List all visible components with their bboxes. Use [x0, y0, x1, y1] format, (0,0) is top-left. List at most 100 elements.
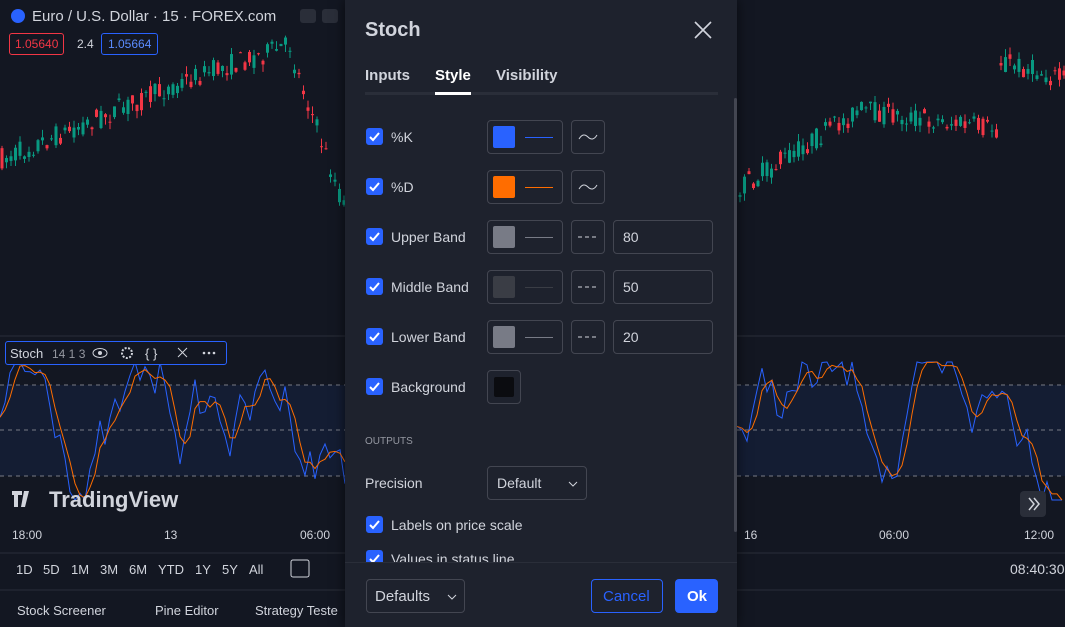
checkbox[interactable] — [366, 228, 383, 245]
candle-body — [806, 149, 809, 153]
candle-body — [302, 91, 305, 94]
candle-body — [28, 152, 31, 157]
candle-body — [847, 124, 850, 128]
scroll-button[interactable] — [1020, 491, 1046, 517]
precision-select[interactable]: Default — [487, 466, 587, 500]
candle-body — [986, 120, 989, 122]
color-button[interactable] — [487, 220, 563, 254]
candle-body — [307, 107, 310, 110]
color-button[interactable] — [487, 170, 563, 204]
candle-body — [878, 111, 881, 122]
candle-body — [1054, 70, 1057, 71]
color-button[interactable] — [487, 370, 521, 404]
indicator-name: Stoch — [10, 346, 43, 361]
candle-body — [901, 120, 904, 124]
candle-body — [95, 110, 98, 117]
checkbox[interactable] — [366, 278, 383, 295]
checkbox[interactable] — [366, 328, 383, 345]
color-button[interactable] — [487, 320, 563, 354]
candle-body — [991, 131, 994, 132]
candle-body — [964, 121, 967, 128]
color-swatch — [493, 326, 515, 348]
candle-body — [253, 55, 256, 68]
line-style-button[interactable] — [571, 270, 605, 304]
tab[interactable]: Inputs — [365, 67, 410, 84]
candle-body — [82, 122, 85, 134]
candle-body — [950, 124, 953, 125]
candle-body — [203, 66, 206, 72]
candle-body — [338, 189, 341, 202]
date-range-icon[interactable] — [291, 560, 309, 577]
line-style-button[interactable] — [571, 320, 605, 354]
checkbox[interactable] — [366, 516, 383, 533]
candle-body — [833, 117, 836, 118]
candle-body — [784, 153, 787, 154]
value-input[interactable]: 80 — [613, 220, 713, 254]
candle-body — [1018, 59, 1021, 72]
check-icon — [368, 330, 381, 343]
check-icon — [368, 180, 381, 193]
time-label: 06:00 — [300, 528, 330, 542]
checkbox[interactable] — [366, 178, 383, 195]
dash-icon — [572, 321, 604, 353]
candle-body — [923, 109, 926, 113]
candle-body — [37, 140, 40, 151]
value-input[interactable]: 20 — [613, 320, 713, 354]
candle-body — [739, 195, 742, 197]
candle-body — [779, 152, 782, 164]
period-button[interactable]: 1M — [71, 562, 89, 577]
logo-text: TradingView — [49, 487, 178, 513]
row-label: %D — [391, 179, 414, 195]
color-button[interactable] — [487, 270, 563, 304]
candle-body — [262, 61, 265, 65]
bottom-tab[interactable]: Stock Screener — [17, 603, 106, 618]
close-button[interactable] — [694, 21, 712, 39]
menu-button[interactable] — [322, 9, 338, 23]
collapse-button[interactable] — [300, 9, 316, 23]
candle-body — [118, 98, 121, 100]
period-button[interactable]: YTD — [158, 562, 184, 577]
value-input[interactable]: 50 — [613, 270, 713, 304]
candle-body — [937, 119, 940, 121]
period-button[interactable]: 1D — [16, 562, 33, 577]
cancel-button[interactable]: Cancel — [591, 579, 663, 613]
line-style-button[interactable] — [571, 120, 605, 154]
bid-price[interactable]: 1.05640 — [9, 33, 64, 55]
candle-body — [64, 128, 67, 131]
line-style-button[interactable] — [571, 220, 605, 254]
period-button[interactable]: 3M — [100, 562, 118, 577]
bottom-tab[interactable]: Pine Editor — [155, 603, 219, 618]
tab[interactable]: Visibility — [496, 67, 557, 84]
value-text: 80 — [623, 229, 639, 245]
period-button[interactable]: 1Y — [195, 562, 211, 577]
color-button[interactable] — [487, 120, 563, 154]
precision-value: Default — [497, 475, 541, 491]
candle-body — [248, 52, 251, 62]
checkbox[interactable] — [366, 128, 383, 145]
candle-body — [176, 86, 179, 93]
active-tab-underline — [435, 92, 471, 95]
line-icon — [572, 121, 604, 153]
candle-body — [793, 151, 796, 157]
ask-price[interactable]: 1.05664 — [101, 33, 158, 55]
period-button[interactable]: 5D — [43, 562, 60, 577]
spread: 2.4 — [77, 37, 94, 51]
ok-button[interactable]: Ok — [675, 579, 718, 613]
checkbox[interactable] — [366, 378, 383, 395]
line-style-button[interactable] — [571, 170, 605, 204]
row-label: %K — [391, 129, 413, 145]
candle-body — [752, 184, 755, 189]
candle-body — [68, 127, 71, 131]
dash-icon — [572, 271, 604, 303]
tab[interactable]: Style — [435, 67, 471, 84]
line-preview — [525, 137, 553, 138]
scrollbar — [734, 98, 737, 532]
precision-label: Precision — [365, 475, 423, 491]
indicator-legend[interactable]: Stoch 14 1 3 { } — [5, 341, 227, 365]
bottom-tab[interactable]: Strategy Teste — [255, 603, 338, 618]
period-button[interactable]: 5Y — [222, 562, 238, 577]
period-button[interactable]: 6M — [129, 562, 147, 577]
period-button[interactable]: All — [249, 562, 263, 577]
candle-body — [86, 120, 89, 125]
defaults-button[interactable]: Defaults — [366, 579, 465, 613]
